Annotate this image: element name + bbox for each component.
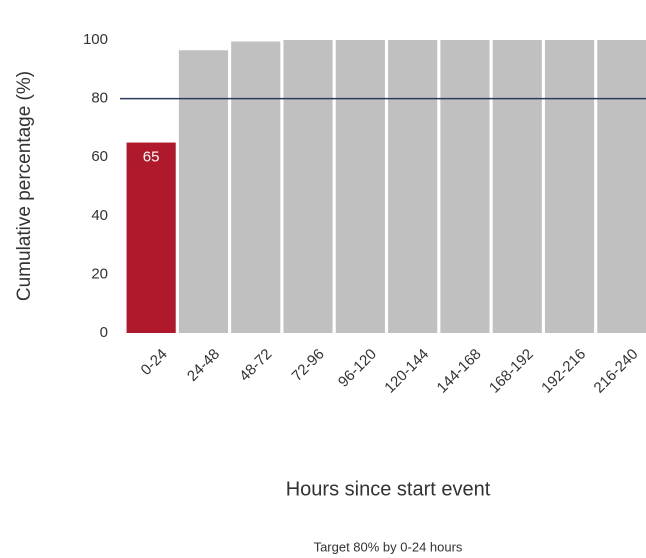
data-label: 65 — [143, 149, 160, 166]
x-tick-label: 72-96 — [289, 346, 328, 385]
bar — [440, 40, 490, 333]
bar — [231, 41, 281, 334]
y-tick-label: 100 — [83, 31, 108, 48]
x-tick-label: 192-216 — [538, 346, 589, 397]
x-tick-label: 120-144 — [381, 346, 432, 397]
x-tick-label: 24-48 — [184, 346, 223, 385]
caption: Target 80% by 0-24 hours — [314, 539, 463, 554]
bar — [126, 142, 176, 333]
x-tick-label: 48-72 — [236, 346, 275, 385]
y-tick-label: 0 — [100, 324, 108, 341]
y-tick-label: 40 — [91, 207, 108, 224]
bar — [178, 50, 229, 333]
y-axis-title: Cumulative percentage (%) — [14, 71, 35, 301]
bar — [492, 40, 542, 333]
x-axis-title: Hours since start event — [286, 478, 491, 500]
bar — [597, 40, 646, 333]
x-tick-label: 168-192 — [486, 346, 537, 397]
x-tick-label: 96-120 — [335, 346, 380, 391]
y-tick-label: 60 — [91, 148, 108, 165]
x-tick-label: 216-240 — [591, 346, 642, 397]
x-tick-label: 144-168 — [434, 346, 485, 397]
bar — [283, 40, 333, 333]
x-tick-label: 0-24 — [138, 346, 171, 379]
y-tick-label: 80 — [91, 90, 108, 107]
bar — [544, 40, 595, 333]
bar — [335, 40, 385, 333]
y-tick-label: 20 — [91, 265, 108, 282]
bar — [388, 40, 438, 333]
